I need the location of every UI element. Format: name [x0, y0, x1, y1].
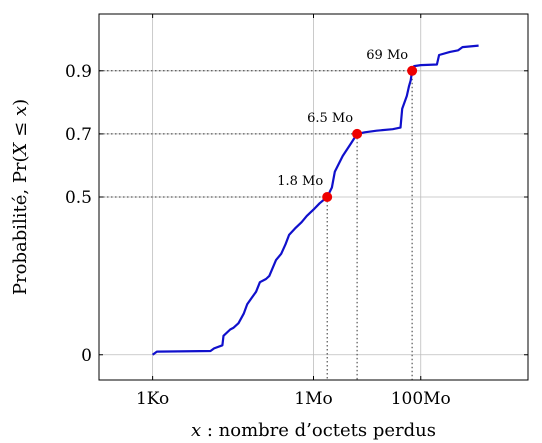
x-axis-label-rest: : nombre d’octets perdus [201, 420, 436, 441]
y-tick-label: 0.9 [65, 62, 92, 82]
y-axis-label: Probabilité, Pr(X ≤ x) [10, 99, 31, 295]
line-layer [151, 44, 479, 356]
y-axis-label-prefix: Probabilité, Pr( [10, 155, 31, 295]
quantile-marker [352, 128, 363, 139]
y-tick-label: 0 [81, 346, 92, 366]
tick-layer: 1Ko 1Mo 100Mo 0 0.5 0.7 0.9 [65, 14, 528, 409]
x-axis-label: x : nombre d’octets perdus [191, 420, 436, 441]
y-axis-label-op: ≤ [10, 116, 31, 143]
cdf-series-line [151, 44, 479, 356]
x-tick-label: 100Mo [391, 389, 451, 409]
y-axis-label-var-upper: X [10, 141, 31, 157]
quantile-marker [407, 65, 418, 76]
quantile-marker-label: 6.5 Mo [307, 111, 353, 126]
quantile-marker-label: 1.8 Mo [277, 174, 323, 189]
quantile-marker-label: 69 Mo [366, 48, 408, 63]
x-tick-label: 1Ko [136, 389, 169, 409]
grid-layer [99, 14, 528, 380]
x-axis-label-var: x [191, 420, 201, 441]
guide-layer [99, 70, 413, 380]
marker-layer: 1.8 Mo 6.5 Mo 69 Mo [277, 48, 418, 202]
y-tick-label: 0.7 [65, 125, 92, 145]
y-tick-label: 0.5 [65, 188, 92, 208]
x-tick-label: 1Mo [294, 389, 332, 409]
y-axis-label-var-lower: x [10, 106, 31, 116]
y-axis-label-suffix: ) [10, 99, 31, 106]
quantile-marker [322, 192, 333, 202]
